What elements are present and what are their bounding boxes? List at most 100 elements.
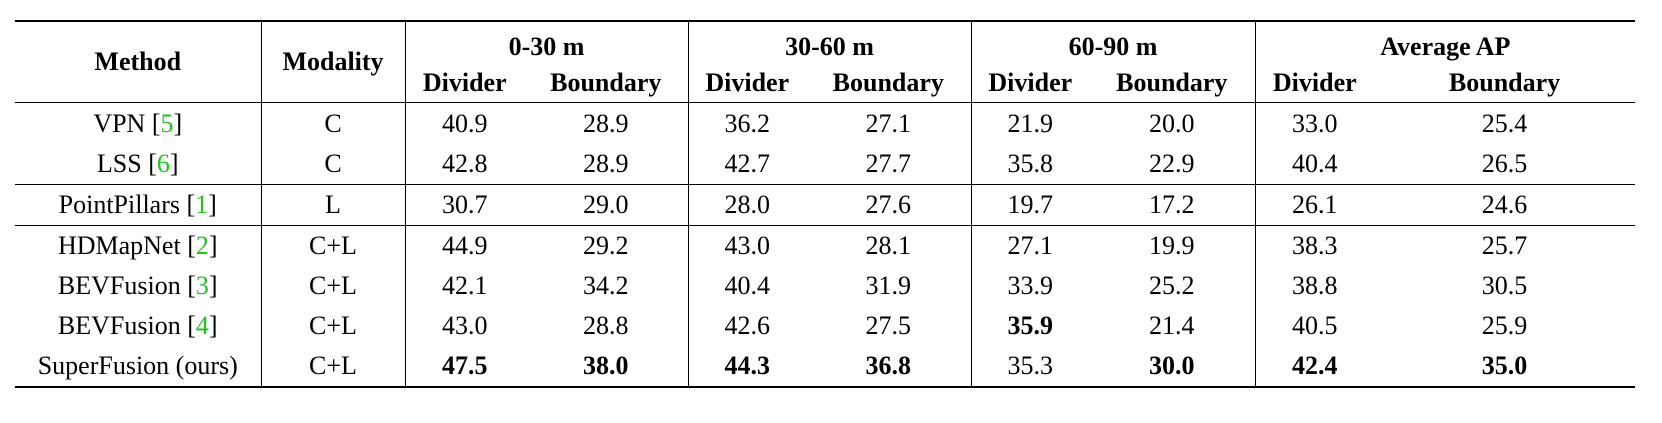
best-value: 47.5: [442, 351, 488, 380]
value-cell: 25.4: [1374, 102, 1636, 144]
modality-cell: C+L: [260, 225, 405, 266]
modality-cell: C+L: [260, 306, 405, 346]
method-cell: SuperFusion (ours): [15, 346, 261, 387]
best-value: 44.3: [724, 351, 771, 380]
value-cell: 38.0: [524, 346, 688, 387]
value-cell: 29.0: [524, 184, 689, 226]
value-cell: 40.4: [1254, 144, 1375, 185]
modality-cell: C+L: [260, 346, 405, 387]
method-name: HDMapNet: [57, 231, 181, 260]
citation-link[interactable]: 4: [195, 311, 209, 340]
value-cell: 42.8: [404, 144, 524, 185]
value-cell: 22.9: [1149, 149, 1195, 178]
value-cell: 38.8: [1254, 266, 1375, 306]
value-cell: 35.3: [970, 346, 1090, 387]
citation-link[interactable]: 2: [195, 231, 209, 260]
value-cell: 40.4: [687, 266, 807, 306]
value-cell: 35.9: [970, 306, 1090, 346]
value-cell: 17.2: [1089, 184, 1256, 226]
value-cell: 19.9: [1089, 225, 1256, 266]
sub-header-boundary: Boundary: [550, 67, 662, 97]
value-cell: 30.0: [1089, 346, 1255, 387]
value-cell: 27.1: [806, 102, 972, 144]
value-cell: 21.9: [970, 102, 1090, 144]
value-cell: 27.7: [865, 149, 912, 178]
group-header-60-90m: 60-90 m: [970, 21, 1256, 63]
value-cell: 27.6: [806, 184, 972, 226]
table-row: BEVFusion [3] C+L 42.1 34.2 40.4 31.9 33.9 25.2…: [15, 266, 1635, 306]
value-cell: 33.9: [970, 266, 1090, 306]
value-cell: 31.9: [865, 271, 912, 300]
table-row: BEVFusion [4] C+L 43.0 28.8 42.6 27.5 35.9 21.4…: [15, 306, 1635, 346]
value-cell: 38.3: [1254, 225, 1375, 266]
value-cell: 21.4: [1149, 311, 1195, 340]
best-value: 38.0: [583, 351, 629, 380]
value-cell: 28.8: [583, 311, 629, 340]
value-cell: 42.1: [404, 266, 524, 306]
value-cell: 43.0: [687, 225, 807, 266]
best-value: 35.9: [1007, 311, 1054, 340]
best-value: 30.0: [1149, 351, 1195, 380]
method-cell: HDMapNet [2]: [15, 225, 261, 266]
value-cell: 44.3: [687, 346, 807, 387]
value-cell: 29.2: [524, 225, 689, 266]
value-cell: 33.0: [1254, 102, 1375, 144]
value-cell: 42.6: [687, 306, 807, 346]
method-cell: BEVFusion [3]: [57, 271, 218, 300]
citation-link[interactable]: 6: [156, 149, 170, 178]
sub-header-divider: Divider: [687, 63, 807, 103]
value-cell: 25.9: [1481, 311, 1528, 340]
best-value: 35.0: [1481, 351, 1528, 380]
method-cell: BEVFusion [4]: [57, 311, 218, 340]
value-cell: 25.7: [1374, 225, 1636, 266]
modality-header: Modality: [260, 21, 405, 103]
value-cell: 30.5: [1481, 271, 1528, 300]
value-cell: 28.9: [524, 102, 689, 144]
value-cell: 42.4: [1254, 346, 1375, 387]
sub-header-divider: Divider: [970, 63, 1090, 103]
value-cell: 20.0: [1089, 102, 1256, 144]
value-cell: 36.8: [806, 346, 971, 387]
citation-link[interactable]: 1: [195, 190, 209, 219]
method-cell: VPN [5]: [15, 102, 261, 144]
value-cell: 35.0: [1374, 346, 1635, 387]
method-cell: LSS [6]: [96, 149, 179, 178]
group-header-average-ap: Average AP: [1254, 21, 1636, 63]
method-name: BEVFusion: [57, 311, 181, 340]
value-cell: 30.7: [404, 184, 524, 226]
value-cell: 35.8: [970, 144, 1090, 185]
table-row: SuperFusion (ours) C+L 47.5 38.0 44.3 36.8 35.…: [15, 346, 1636, 387]
table-body: VPN [5] C 40.9 28.9 36.2 27.1 21.9 20.0 33.0 25.4…: [15, 102, 1636, 387]
table-row: LSS [6] C 42.8 28.9 42.7 27.7 35.8 22.9 40.4 26.5: [15, 144, 1635, 185]
sub-header-boundary: Boundary: [1448, 67, 1561, 97]
results-table: Method Modality 0-30 m 30-60 m 60-90 m A…: [15, 20, 1636, 388]
value-cell: 34.2: [583, 271, 629, 300]
table-row: HDMapNet [2] C+L 44.9 29.2 43.0 28.1 27.1 19.9 3…: [15, 225, 1636, 266]
modality-cell: C+L: [260, 266, 405, 306]
value-cell: 40.9: [404, 102, 524, 144]
method-name: LSS: [96, 149, 142, 178]
citation-link[interactable]: 3: [195, 271, 209, 300]
value-cell: 40.5: [1254, 306, 1375, 346]
value-cell: 28.1: [806, 225, 972, 266]
group-header-0-30m: 0-30 m: [404, 21, 689, 63]
modality-cell: L: [260, 184, 405, 226]
method-cell: PointPillars [1]: [15, 184, 261, 226]
modality-cell: C: [260, 102, 405, 144]
value-cell: 25.2: [1149, 271, 1195, 300]
value-cell: 36.2: [687, 102, 807, 144]
citation-link[interactable]: 5: [160, 108, 174, 138]
value-cell: 26.5: [1481, 149, 1528, 178]
value-cell: 24.6: [1374, 184, 1636, 226]
sub-header-divider: Divider: [1254, 63, 1375, 103]
value-cell: 28.0: [687, 184, 807, 226]
method-name: VPN: [93, 108, 146, 138]
value-cell: 42.7: [687, 144, 807, 185]
method-name: PointPillars: [58, 190, 180, 219]
best-value: 42.4: [1292, 351, 1338, 380]
group-header-30-60m: 30-60 m: [687, 21, 972, 63]
sub-header-boundary: Boundary: [1116, 67, 1228, 97]
value-cell: 28.9: [583, 149, 629, 178]
best-value: 36.8: [865, 351, 912, 380]
sub-header-divider: Divider: [404, 63, 524, 103]
